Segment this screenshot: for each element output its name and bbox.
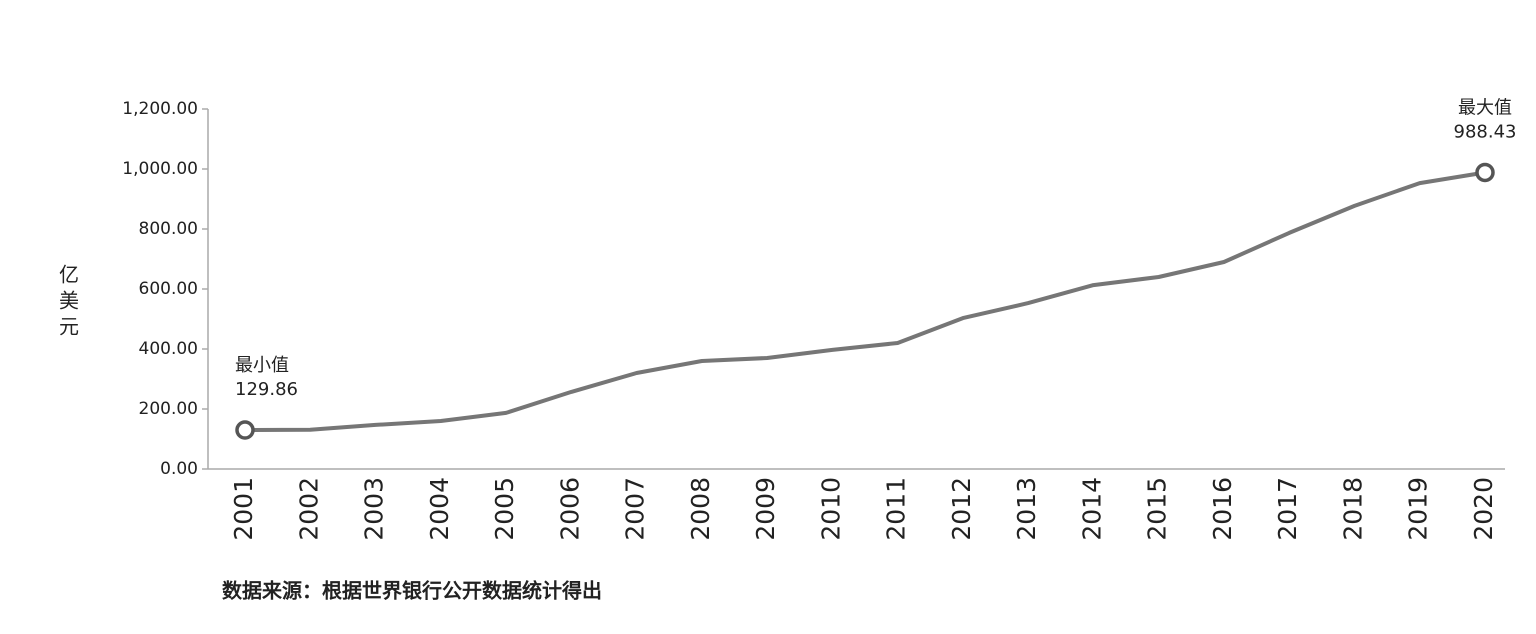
y-tick-label: 0.00 xyxy=(160,459,198,479)
x-tick-label: 2010 xyxy=(816,477,845,541)
y-tick-label: 600.00 xyxy=(139,279,198,299)
x-tick-label: 2009 xyxy=(751,477,780,541)
x-tick-label: 2004 xyxy=(425,477,454,541)
source-note: 数据来源：根据世界银行公开数据统计得出 xyxy=(222,579,602,603)
y-axis-label: 亿美元 xyxy=(56,264,80,342)
x-tick-label: 2011 xyxy=(882,477,911,541)
x-tick-label: 2007 xyxy=(621,477,650,541)
x-tick-label: 2014 xyxy=(1077,477,1106,541)
x-tick-label: 2019 xyxy=(1404,477,1433,541)
x-tick-label: 2018 xyxy=(1338,477,1367,541)
y-tick-label: 400.00 xyxy=(139,339,198,359)
line-series xyxy=(244,170,1486,433)
x-tick-label: 2002 xyxy=(294,477,323,541)
annotation-value: 129.86 xyxy=(235,379,298,400)
x-tick-label: 2013 xyxy=(1012,477,1041,541)
x-tick-label: 2012 xyxy=(947,477,976,541)
x-tick-label: 2015 xyxy=(1143,477,1172,541)
x-tick-label: 2008 xyxy=(686,477,715,541)
x-tick-label: 2005 xyxy=(490,477,519,541)
extreme-marker xyxy=(235,420,255,440)
y-tick-label: 800.00 xyxy=(139,219,198,239)
x-tick-label: 2016 xyxy=(1208,477,1237,541)
extreme-marker xyxy=(1475,162,1495,183)
x-tick-label: 2001 xyxy=(229,477,258,541)
x-tick-label: 2020 xyxy=(1469,477,1498,541)
y-tick-label: 1,200.00 xyxy=(122,99,198,119)
annotation-label: 最大值 xyxy=(1458,97,1512,118)
x-tick-label: 2017 xyxy=(1273,477,1302,541)
annotation-value: 988.43 xyxy=(1454,121,1517,142)
y-tick-label: 1,000.00 xyxy=(122,159,198,179)
annotation-label: 最小值 xyxy=(235,355,289,376)
x-tick-label: 2003 xyxy=(360,477,389,541)
y-tick-label: 200.00 xyxy=(139,399,198,419)
x-tick-label: 2006 xyxy=(555,477,584,541)
